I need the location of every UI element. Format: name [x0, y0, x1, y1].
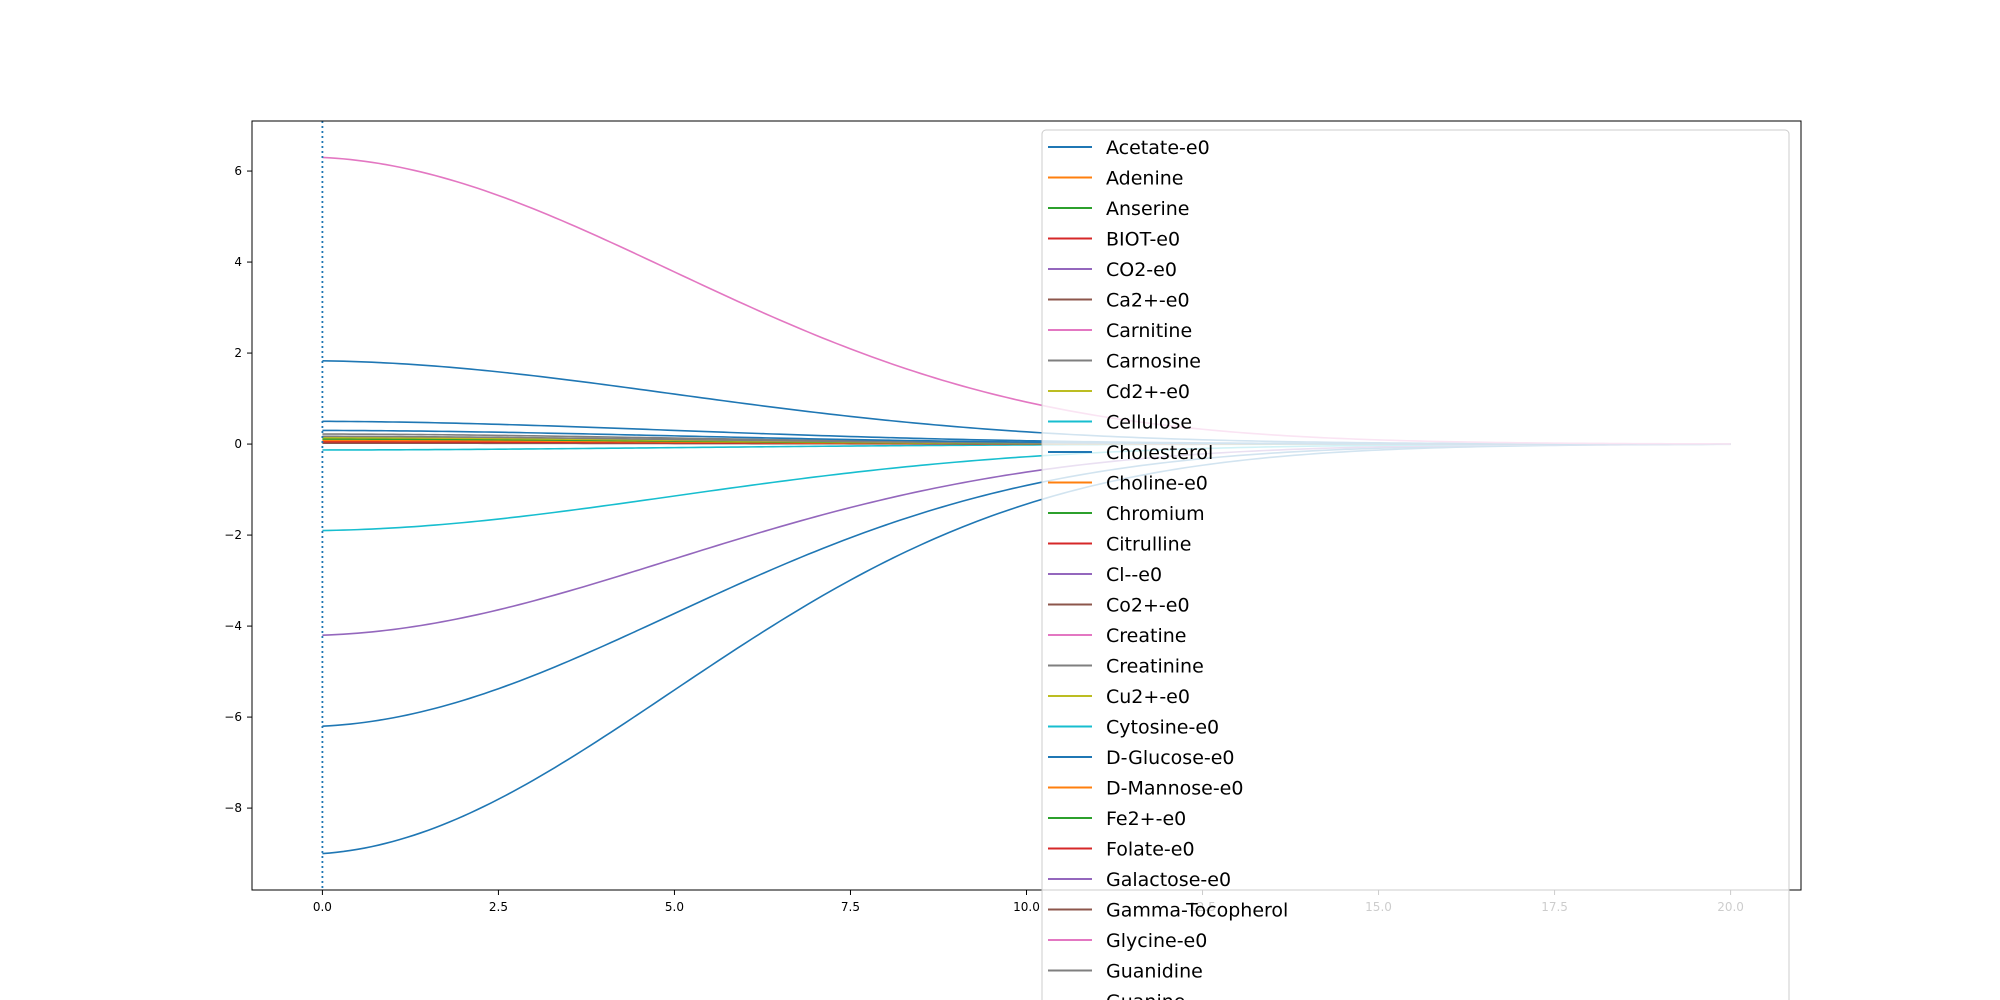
- legend-label: Galactose-e0: [1106, 869, 1231, 891]
- x-tick-label: 2.5: [489, 900, 508, 914]
- legend-label: Carnosine: [1106, 351, 1201, 373]
- legend-label: Acetate-e0: [1106, 137, 1210, 159]
- legend-label: Guanidine: [1106, 961, 1203, 983]
- legend-label: Chromium: [1106, 503, 1205, 525]
- x-tick-label: 10.0: [1013, 900, 1040, 914]
- legend-label: BIOT-e0: [1106, 229, 1180, 251]
- x-tick-label: 5.0: [665, 900, 684, 914]
- legend-label: Cl--e0: [1106, 564, 1162, 586]
- legend-label: Fe2+-e0: [1106, 808, 1186, 830]
- legend-label: Cellulose: [1106, 412, 1192, 434]
- x-tick-label: 0.0: [313, 900, 332, 914]
- legend-label: Ca2+-e0: [1106, 290, 1190, 312]
- legend-label: Cholesterol: [1106, 442, 1213, 464]
- legend-box: [1041, 129, 1790, 1000]
- legend-label: Citrulline: [1106, 534, 1191, 556]
- y-tick-label: 2: [234, 346, 242, 360]
- y-tick-label: −6: [224, 710, 242, 724]
- legend-label: Anserine: [1106, 198, 1189, 220]
- legend-label: D-Mannose-e0: [1106, 778, 1243, 800]
- legend: Acetate-e0 Adenine Anserine BIOT-e0 CO2-e0 Ca…: [1041, 129, 1790, 1000]
- legend-label: Co2+-e0: [1106, 595, 1190, 617]
- y-axis: −8 −6 −4 −2 0 2 4 6: [224, 164, 252, 815]
- y-tick-label: 4: [234, 255, 242, 269]
- legend-label: Folate-e0: [1106, 839, 1195, 861]
- y-tick-label: −4: [224, 619, 242, 633]
- y-tick-label: −8: [224, 801, 242, 815]
- y-tick-label: 6: [234, 164, 242, 178]
- legend-label: Glycine-e0: [1106, 930, 1207, 952]
- legend-label: Cd2+-e0: [1106, 381, 1190, 403]
- y-tick-label: 0: [234, 437, 242, 451]
- legend-label: D-Glucose-e0: [1106, 747, 1235, 769]
- legend-label: Choline-e0: [1106, 473, 1208, 495]
- x-tick-label: 7.5: [841, 900, 860, 914]
- legend-label: Guanine: [1106, 991, 1185, 1000]
- y-tick-label: −2: [224, 528, 242, 542]
- legend-label: Carnitine: [1106, 320, 1192, 342]
- legend-label: CO2-e0: [1106, 259, 1177, 281]
- legend-label: Cu2+-e0: [1106, 686, 1190, 708]
- legend-label: Creatinine: [1106, 656, 1204, 678]
- legend-label: Creatine: [1106, 625, 1186, 647]
- legend-label: Adenine: [1106, 168, 1183, 190]
- legend-label: Gamma-Tocopherol: [1106, 900, 1288, 922]
- legend-label: Cytosine-e0: [1106, 717, 1219, 739]
